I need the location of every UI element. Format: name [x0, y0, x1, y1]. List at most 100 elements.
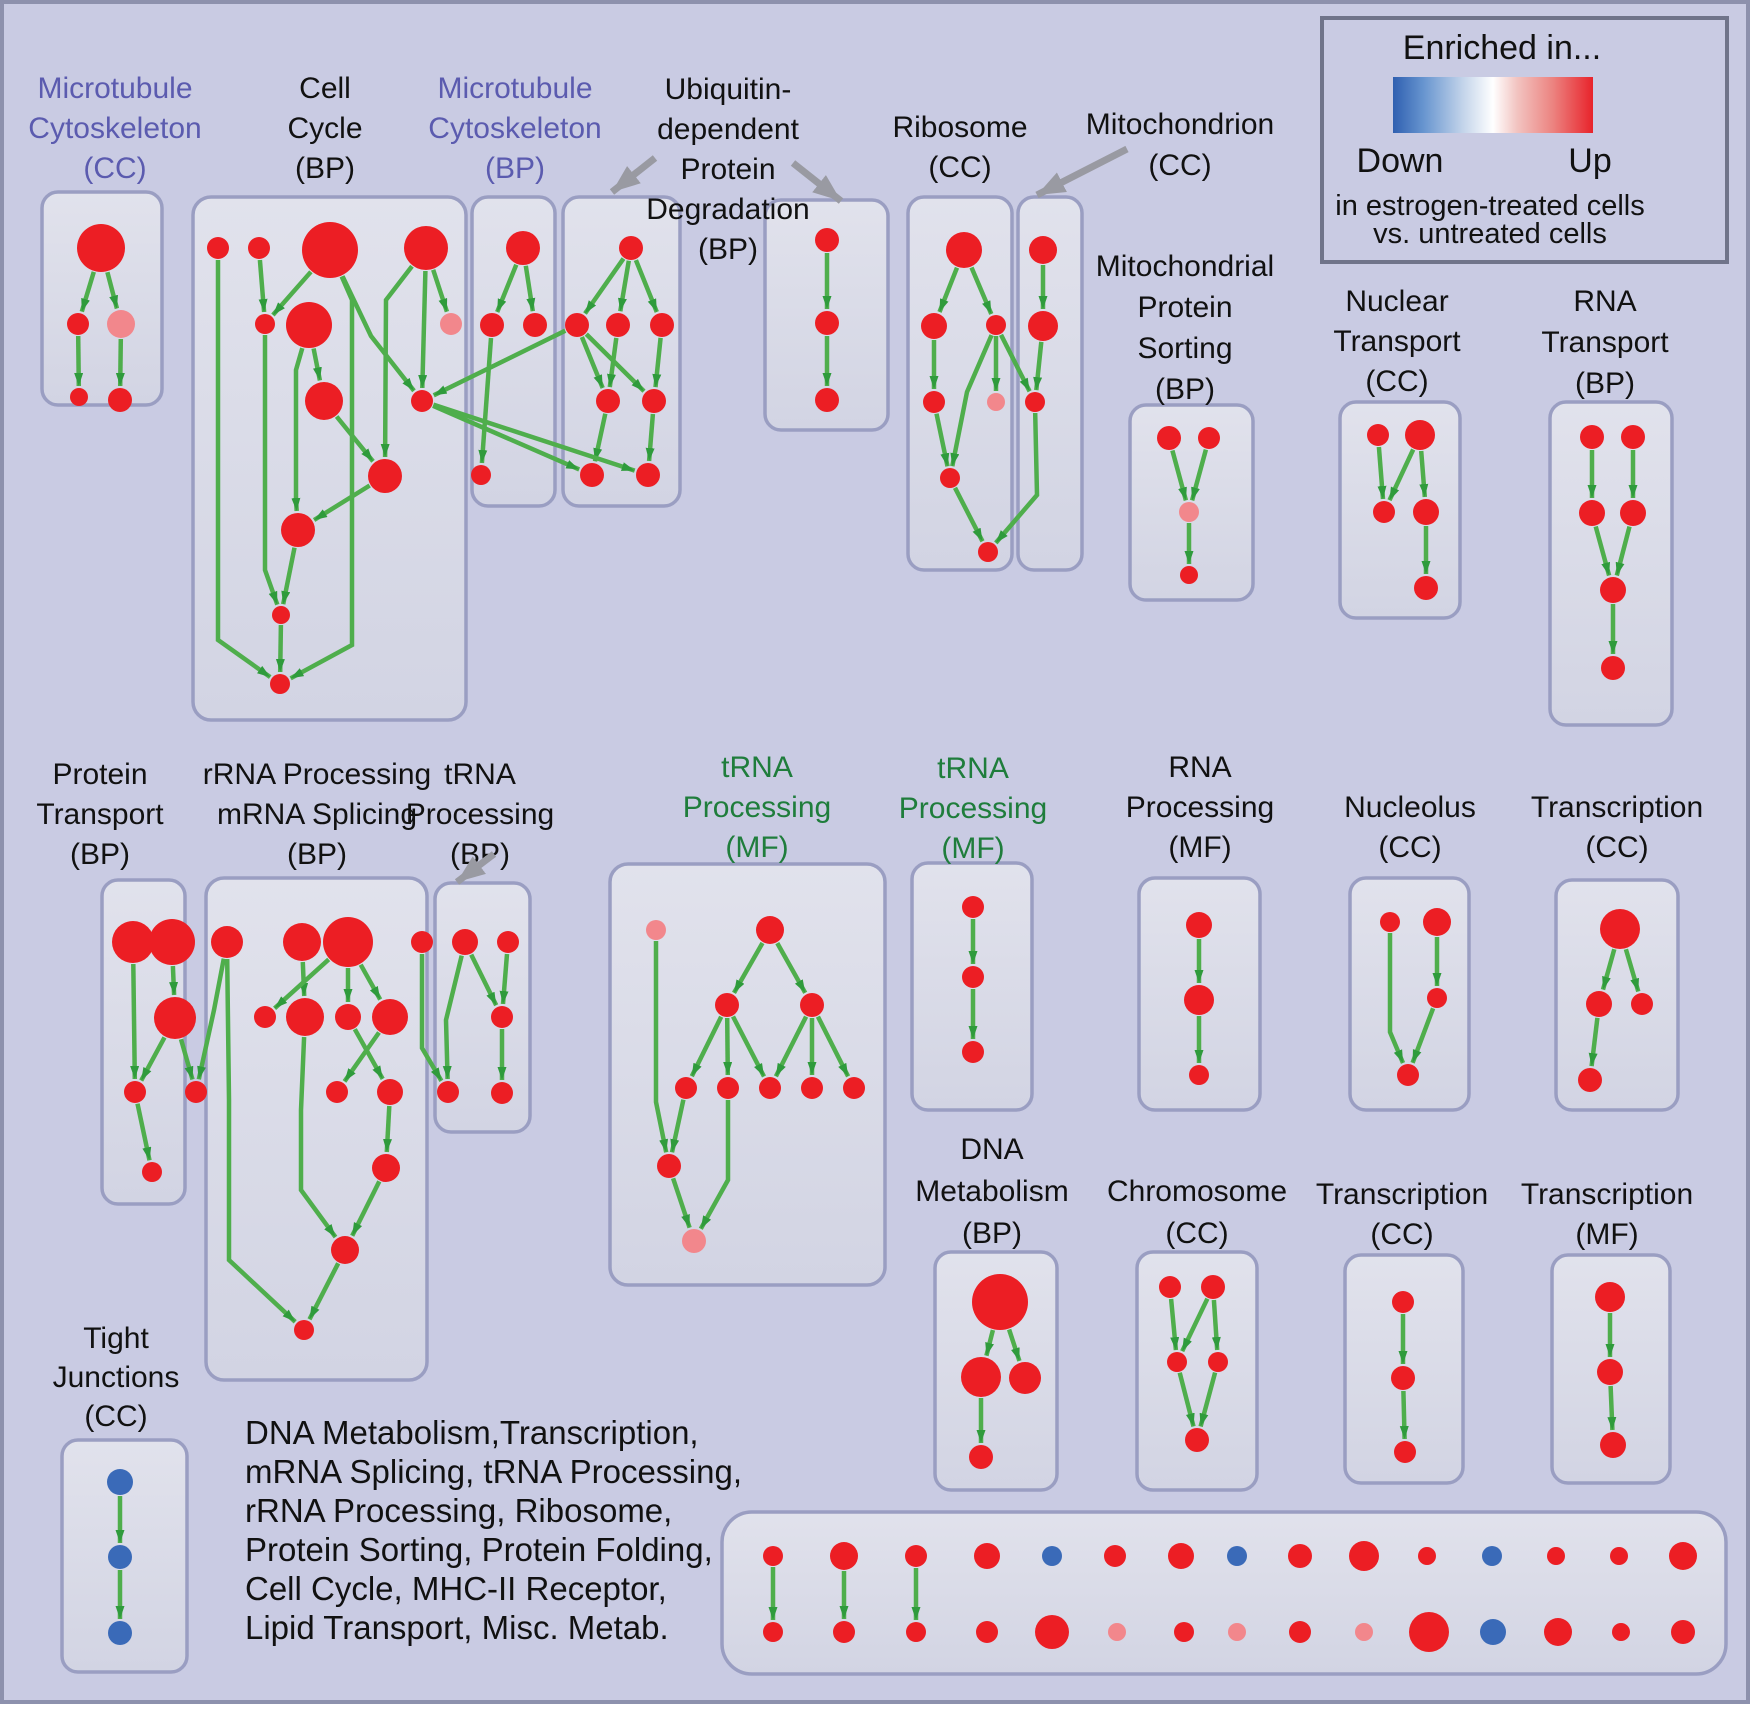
microtubule-cc-edge-arrow: [115, 338, 125, 387]
transcription-cc-2-label: Transcription: [1316, 1178, 1488, 1211]
cross-edge-arrow: [419, 954, 444, 1082]
rrna-processing-edge-arrow: [352, 1028, 385, 1081]
ubiquitin-degradation-label: Protein: [680, 153, 775, 186]
mito-protein-sorting-node-pink: [1179, 502, 1199, 522]
transcription-cc-label: (CC): [1585, 831, 1648, 864]
misc-categories-text: rRNA Processing, Ribosome,: [245, 1492, 672, 1529]
transcription-cc-node-red: [1631, 993, 1653, 1015]
nucleolus-edge-arrow: [1410, 1007, 1436, 1064]
rna-processing-mf-node-red: [1184, 985, 1214, 1015]
ribosome-node-red: [921, 313, 947, 339]
rrna-processing-node-red: [211, 926, 243, 958]
chromosome-node-red: [1185, 1428, 1209, 1452]
nuclear-transport-node-red: [1414, 576, 1438, 600]
nuclear-transport-label: (CC): [1365, 365, 1428, 398]
ubiquitin-degradation-edge-arrow: [633, 259, 659, 313]
cell-cycle-edge-arrow: [291, 347, 305, 512]
cell-cycle-edge-arrow: [311, 348, 323, 381]
misc-strip-node-red: [1349, 1541, 1379, 1571]
transcription-cc-edge-arrow: [1588, 1017, 1600, 1067]
microtubule-cc-label: Cytoskeleton: [28, 112, 201, 145]
ribosome-node-red: [923, 391, 945, 413]
cell-cycle-node-red: [411, 390, 433, 412]
mito-protein-sorting-label: Sorting: [1137, 332, 1232, 365]
ubiquitin-degradation-node-red: [596, 389, 620, 413]
legend-down-label: Down: [1357, 142, 1444, 180]
rrna-processing-label: (BP): [287, 838, 347, 871]
transcription-mf-label: (MF): [1575, 1218, 1638, 1251]
dna-metabolism-label: Metabolism: [915, 1175, 1068, 1208]
mitochondrion-edge-arrow: [1033, 341, 1044, 391]
microtubule-bp-edge-arrow: [478, 337, 494, 464]
misc-strip-node-red: [1288, 1544, 1312, 1568]
rrna-processing-edge-arrow: [224, 958, 297, 1324]
rna-processing-mf-label: RNA: [1168, 751, 1231, 784]
cell-cycle-node-red: [305, 382, 343, 420]
mito-protein-sorting-edge-arrow: [1189, 449, 1209, 501]
rrna-processing-node-red: [411, 931, 433, 953]
cell-cycle-edge-arrow: [418, 270, 428, 389]
ubiquitin-degradation-edge-arrow: [618, 260, 632, 312]
cell-cycle-edge-arrow: [312, 483, 371, 522]
nucleolus-node-red: [1427, 988, 1447, 1008]
misc-strip-node-red: [763, 1622, 783, 1642]
trna-processing-mf-edge-arrow: [698, 1100, 731, 1230]
chromosome-edge-arrow: [1198, 1372, 1218, 1428]
cell-cycle-edge-arrow: [271, 270, 313, 317]
cell-cycle-node-pink: [440, 313, 462, 335]
trna-processing-bp-node-red: [452, 929, 478, 955]
transcription-cc-2-label: (CC): [1370, 1218, 1433, 1251]
misc-strip-node-blue: [1482, 1546, 1502, 1566]
misc-strip-node-pink: [1108, 1623, 1126, 1641]
trna-processing-mf-2-label: (MF): [941, 832, 1004, 865]
mitochondrion-node-red: [1025, 392, 1045, 412]
misc-strip-node-red: [1612, 1623, 1630, 1641]
trna-processing-mf-node-red: [801, 1077, 823, 1099]
ubiquitin-degradation-node-red: [642, 389, 666, 413]
mito-protein-sorting-node-red: [1198, 427, 1220, 449]
ribosome-node-red: [940, 468, 960, 488]
rrna-processing-edge-arrow: [299, 961, 309, 997]
trna-processing-bp-node-red: [437, 1081, 459, 1103]
chromosome-edge-arrow: [1180, 1297, 1210, 1353]
trna-processing-mf-edge-arrow: [653, 941, 669, 1153]
transcription-mf-node-red: [1597, 1359, 1623, 1385]
rna-processing-mf-label: (MF): [1168, 831, 1231, 864]
microtubule-cc-node-pink: [107, 310, 135, 338]
protein-transport-edge-arrow: [130, 963, 140, 1080]
transcription-cc-node-red: [1600, 909, 1640, 949]
microtubule-cc-box: [40, 190, 164, 407]
misc-strip-node-red: [1610, 1547, 1628, 1565]
cell-cycle-label: (BP): [295, 152, 355, 185]
misc-strip-node-red: [1035, 1615, 1069, 1649]
trna-processing-bp-edge-arrow: [469, 953, 499, 1007]
misc-categories-text: Protein Sorting, Protein Folding,: [245, 1531, 713, 1568]
rrna-processing-edge-arrow: [273, 957, 331, 1010]
ribosome-edge-arrow: [937, 266, 960, 313]
chromosome-node-red: [1167, 1352, 1187, 1372]
rna-processing-mf-label: Processing: [1126, 791, 1274, 824]
microtubule-bp-node-red: [506, 231, 540, 265]
ribosome-edge-arrow: [934, 413, 950, 467]
rna-transport-node-red: [1621, 425, 1645, 449]
nuclear-transport-node-red: [1373, 501, 1395, 523]
dna-metabolism-node-red: [969, 1445, 993, 1469]
microtubule-cc-edge-arrow: [79, 271, 96, 313]
rrna-processing-node-red: [377, 1079, 403, 1105]
mito-protein-sorting-label: (BP): [1155, 373, 1215, 406]
dna-metabolism-edge-arrow: [1006, 1328, 1022, 1362]
legend-title: Enriched in...: [1403, 29, 1601, 67]
trna-processing-mf-2-label: Processing: [899, 792, 1047, 825]
chromosome-label: Chromosome: [1107, 1175, 1287, 1208]
rrna-processing-node-red: [372, 1154, 400, 1182]
nucleolus-node-red: [1380, 912, 1400, 932]
dna-metabolism-label: DNA: [960, 1133, 1023, 1166]
tight-junctions-node-blue: [108, 1621, 132, 1645]
nucleolus-label: (CC): [1378, 831, 1441, 864]
misc-strip-node-pink: [1228, 1623, 1246, 1641]
ubiquitin-degradation-node-red: [619, 236, 643, 260]
misc-categories-text: mRNA Splicing, tRNA Processing,: [245, 1453, 742, 1490]
protein-transport-label: Transport: [36, 798, 164, 831]
microtubule-bp-node-red: [480, 313, 504, 337]
cross-edge-arrow: [196, 958, 227, 1080]
